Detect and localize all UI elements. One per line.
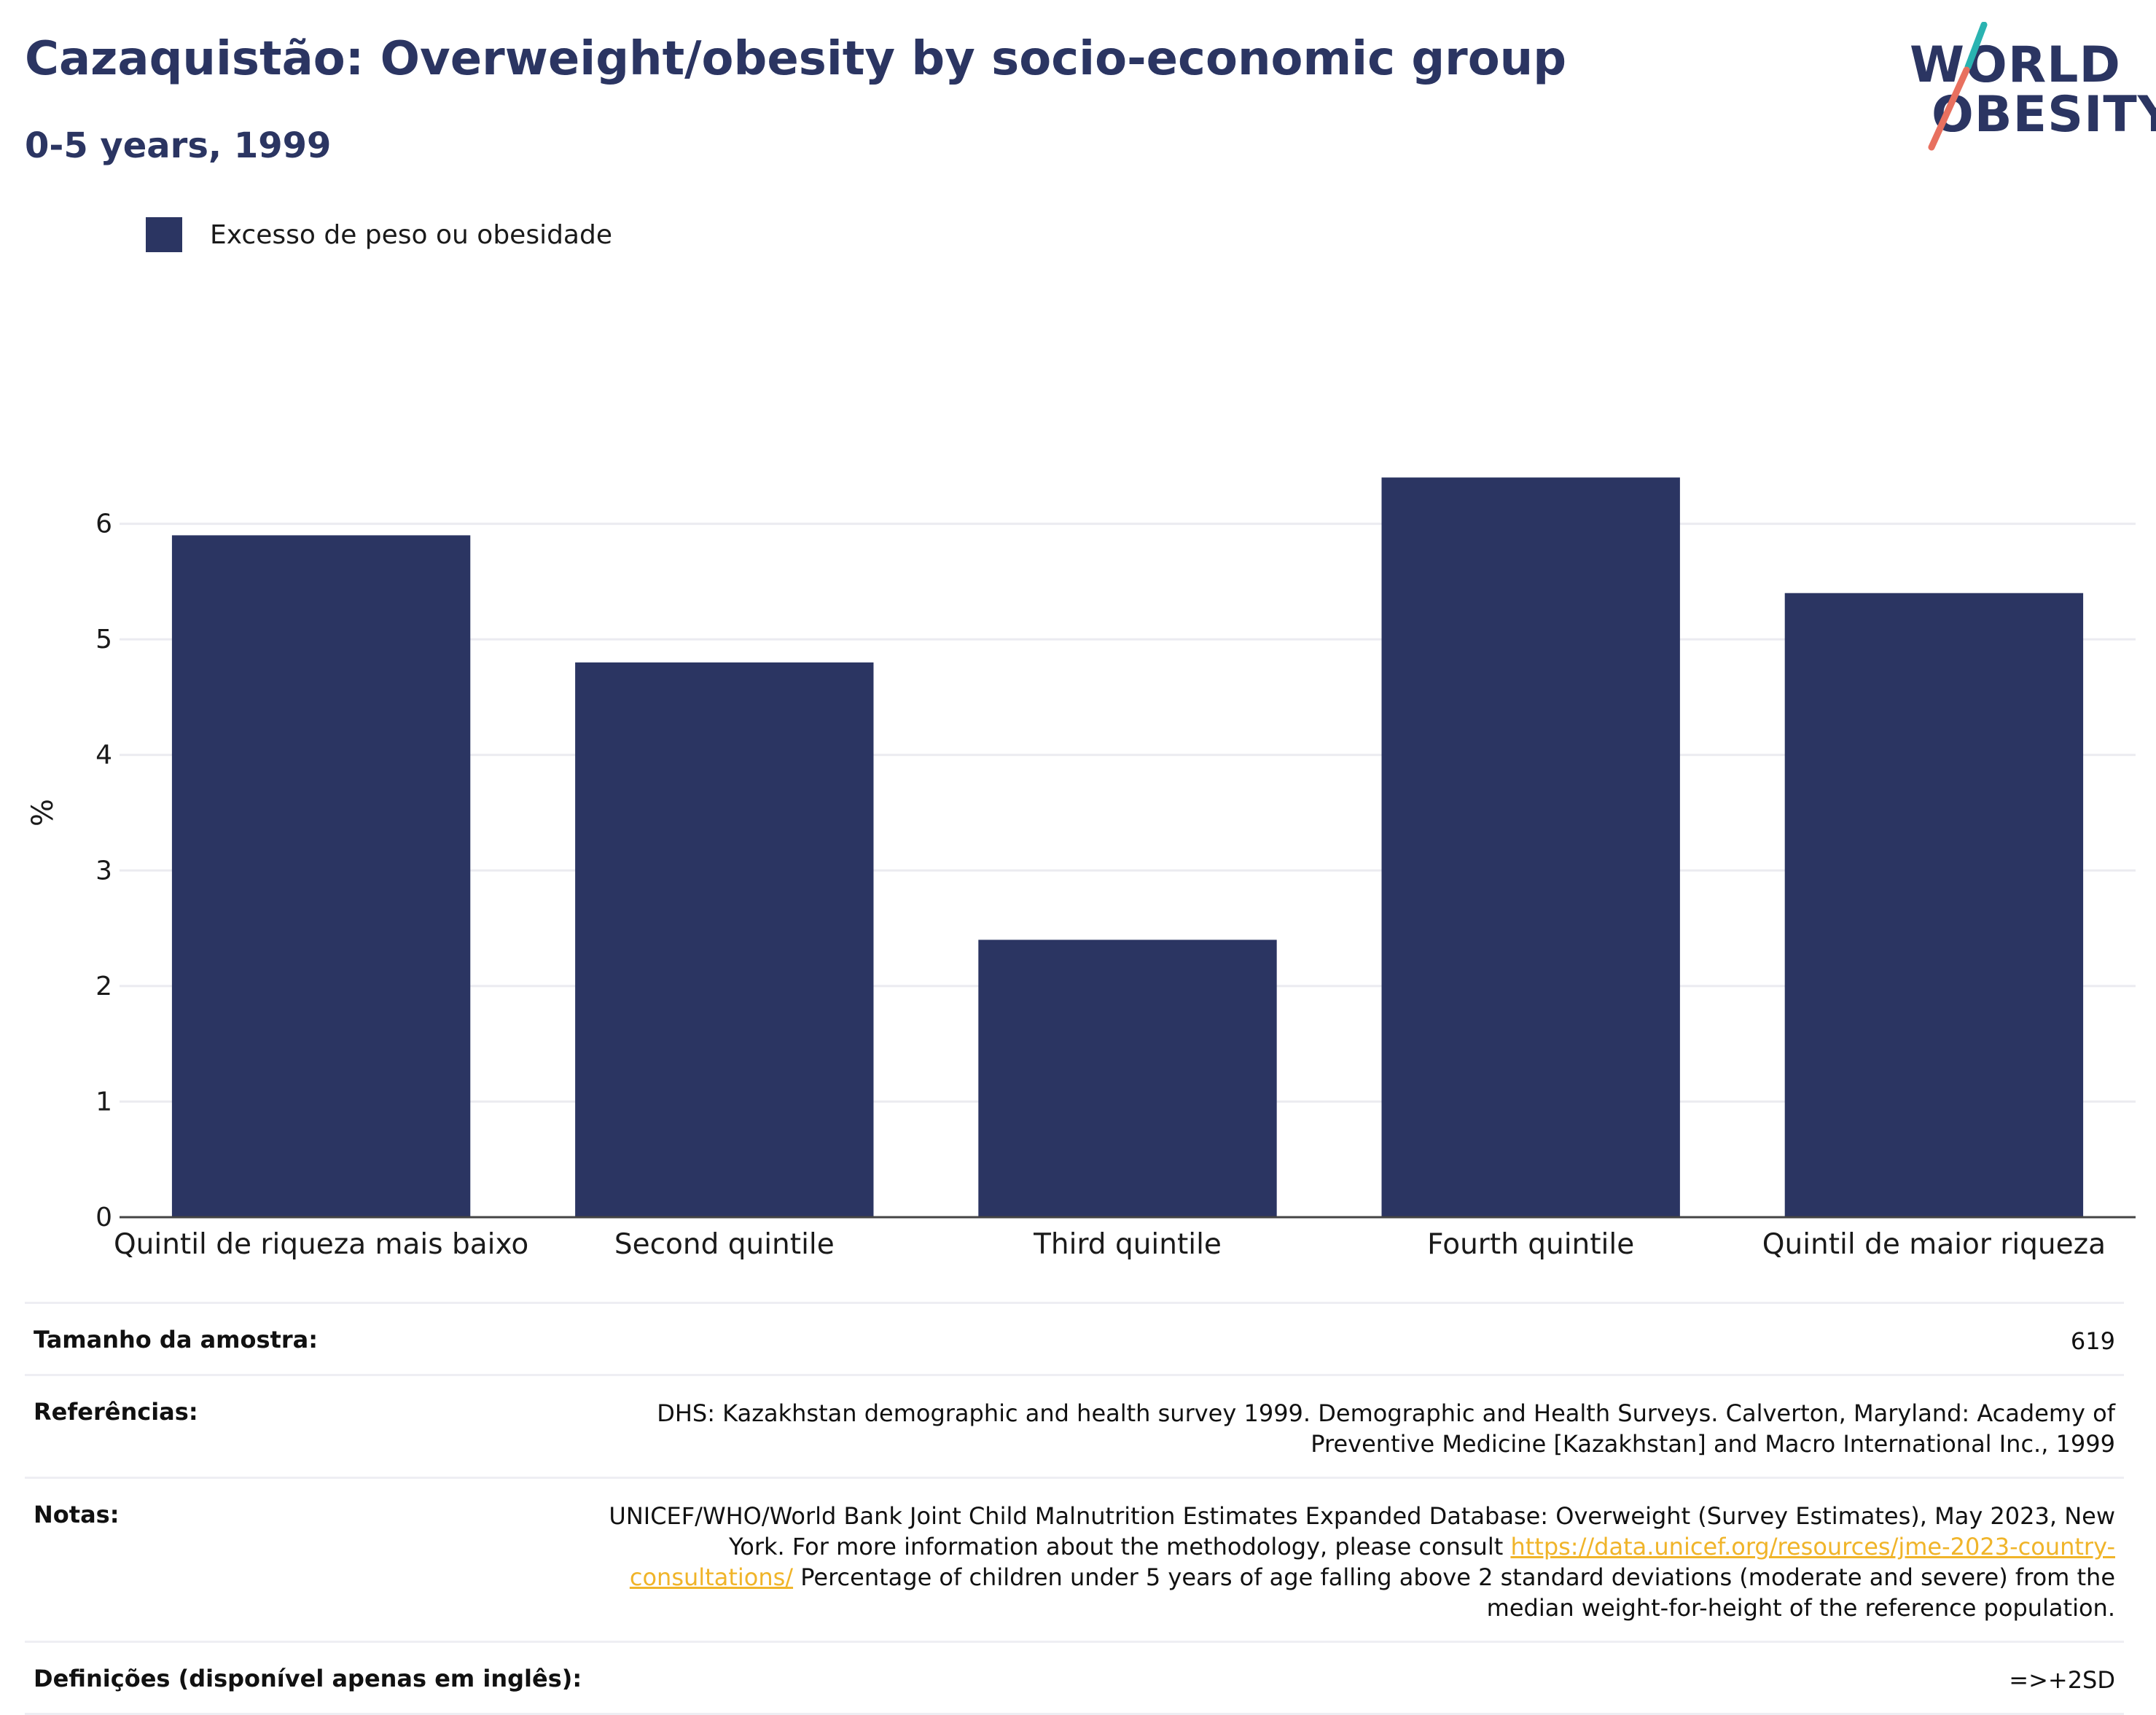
world-obesity-logo: WORLD OBESITY: [1902, 22, 2156, 153]
x-tick-label: Second quintile: [614, 1228, 835, 1261]
y-tick-label: 1: [95, 1087, 112, 1117]
definitions-value: =>+2SD: [2009, 1666, 2115, 1694]
notes-text-after: Percentage of children under 5 years of …: [793, 1563, 2115, 1622]
x-tick-label: Third quintile: [1033, 1228, 1222, 1261]
chart-legend: Excesso de peso ou obesidade: [146, 216, 612, 254]
logo-line-1: WORLD: [1910, 36, 2121, 94]
chart-title: Cazaquistão: Overweight/obesity by socio…: [25, 32, 1567, 86]
info-row-sample-size: Tamanho da amostra: 619: [25, 1302, 2124, 1375]
y-tick-label: 0: [95, 1203, 112, 1232]
bar: [1381, 477, 1680, 1217]
methodology-link[interactable]: https://data.unicef.org/resources/jme-20…: [629, 1533, 2115, 1591]
x-tick-label: Quintil de maior riqueza: [1762, 1228, 2106, 1261]
sample-size-value: 619: [2070, 1327, 2115, 1355]
info-row-notes: Notas: UNICEF/WHO/World Bank Joint Child…: [25, 1477, 2124, 1642]
bar: [1784, 593, 2084, 1217]
info-table: Tamanho da amostra: 619 Referências: DHS…: [25, 1302, 2124, 1715]
notes-value: UNICEF/WHO/World Bank Joint Child Malnut…: [590, 1478, 2124, 1642]
legend-swatch: [146, 217, 182, 252]
notes-text-before: UNICEF/WHO/World Bank Joint Child Malnut…: [609, 1502, 2115, 1560]
definitions-key: Definições (disponível apenas em inglês)…: [34, 1665, 582, 1692]
bar: [978, 939, 1277, 1217]
logo-slash-icon: [1928, 22, 1988, 151]
bar: [171, 535, 471, 1217]
y-tick-label: 3: [95, 856, 112, 886]
y-tick-label: 5: [95, 625, 112, 655]
info-row-definitions: Definições (disponível apenas em inglês)…: [25, 1641, 2124, 1714]
logo-line-2: OBESITY: [1932, 86, 2156, 144]
sample-size-key: Tamanho da amostra:: [34, 1326, 318, 1353]
notes-key: Notas:: [34, 1501, 120, 1528]
chart-subtitle: 0-5 years, 1999: [25, 125, 332, 166]
x-tick-label: Quintil de riqueza mais baixo: [114, 1228, 528, 1261]
bar: [575, 662, 874, 1217]
references-key: Referências:: [34, 1398, 198, 1426]
bar-chart: 0 1 2 3 4 5 6 Quintil de riqueza mais baixo Seco…: [26, 477, 2136, 1261]
y-tick-label: 2: [95, 972, 112, 1001]
references-value: DHS: Kazakhstan demographic and health s…: [657, 1399, 2115, 1458]
x-tick-label: Fourth quintile: [1427, 1228, 1634, 1261]
y-tick-label: 4: [95, 741, 112, 770]
info-row-references: Referências: DHS: Kazakhstan demographic…: [25, 1375, 2124, 1478]
y-axis-label: %: [26, 799, 60, 827]
legend-label: Excesso de peso ou obesidade: [210, 219, 612, 250]
y-tick-label: 6: [95, 509, 112, 539]
